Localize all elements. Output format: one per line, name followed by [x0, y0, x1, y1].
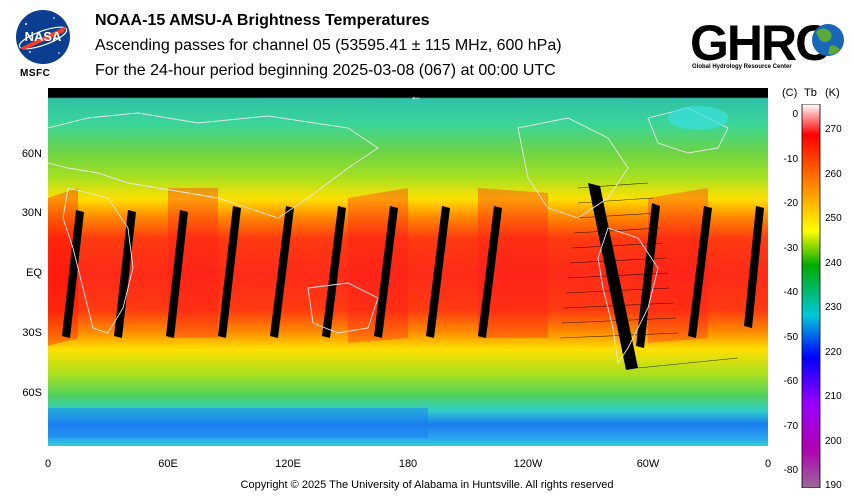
period-subtitle: For the 24-hour period beginning 2025-03…	[95, 62, 556, 79]
colorbar-kelvin-tick: 200	[825, 435, 842, 447]
colorbar-celsius-tick: -40	[783, 287, 798, 298]
page-title: NOAA-15 AMSU-A Brightness Temperatures	[95, 12, 430, 29]
swath-gaps	[62, 183, 764, 370]
colorbar-celsius-tick: -70	[783, 420, 798, 432]
colorbar-celsius-tick: -10	[783, 153, 798, 165]
copyright-footer: Copyright © 2025 The University of Alaba…	[240, 479, 614, 491]
colorbar-kelvin-tick: 210	[825, 391, 842, 402]
lon-label-120e: 120E	[275, 458, 301, 470]
lon-label-0-right: 0	[764, 458, 772, 470]
brightness-temperature-map: ←	[48, 88, 768, 446]
colorbar-kelvin-tick: 260	[825, 168, 842, 180]
orbit-direction-arrow: ←	[410, 89, 422, 103]
colorbar-kelvin-tick: 190	[825, 480, 842, 491]
colorbar-celsius-tick: -20	[783, 198, 798, 209]
lat-label-30n: 30N	[21, 207, 42, 219]
colorbar-kelvin-header: (K)	[825, 87, 840, 99]
lat-label-60s: 60S	[22, 387, 42, 399]
colorbar-celsius-tick: -50	[783, 331, 798, 343]
ghrc-subtitle: Global Hydrology Resource Center	[692, 64, 792, 70]
globe-icon	[812, 24, 844, 56]
nasa-logo: NASA	[14, 8, 72, 66]
colorbar-kelvin-tick: 220	[825, 346, 842, 358]
lat-label-30s: 30S	[22, 327, 42, 339]
colorbar	[801, 104, 821, 488]
ghrc-logo: GHRC	[688, 10, 848, 71]
colorbar-kelvin-tick: 230	[825, 302, 842, 313]
ghrc-logo-text: GHRC	[690, 15, 830, 66]
colorbar-celsius-tick: -60	[783, 376, 798, 387]
msfc-label: MSFC	[20, 68, 51, 79]
lat-label-60n: 60N	[21, 148, 42, 160]
channel-subtitle: Ascending passes for channel 05 (53595.4…	[95, 37, 562, 54]
lat-label-eq: EQ	[26, 267, 42, 279]
colorbar-celsius-tick: -80	[783, 465, 798, 476]
nasa-logo-text: NASA	[25, 29, 62, 44]
lon-label-60e: 60E	[158, 458, 178, 470]
antarctic-cold-region	[48, 408, 428, 438]
arctic-cold-region	[668, 106, 728, 130]
missing-data-hatch	[559, 182, 739, 369]
lon-label-120w: 120W	[513, 458, 543, 470]
lon-label-60w: 60W	[636, 458, 660, 470]
colorbar-kelvin-tick: 270	[825, 124, 842, 135]
colorbar-celsius-header: (C)	[782, 87, 798, 99]
colorbar-tb-header: Tb	[804, 87, 817, 99]
coastlines	[48, 107, 729, 365]
colorbar-celsius-tick: 0	[792, 109, 798, 120]
colorbar-kelvin-tick: 250	[825, 213, 842, 224]
colorbar-celsius-tick: -30	[783, 242, 798, 254]
colorbar-kelvin-tick: 240	[825, 257, 842, 269]
nasa-meatball-icon: NASA	[16, 10, 70, 64]
lon-label-180: 180	[398, 458, 418, 470]
lon-label-0-left: 0	[44, 458, 52, 470]
